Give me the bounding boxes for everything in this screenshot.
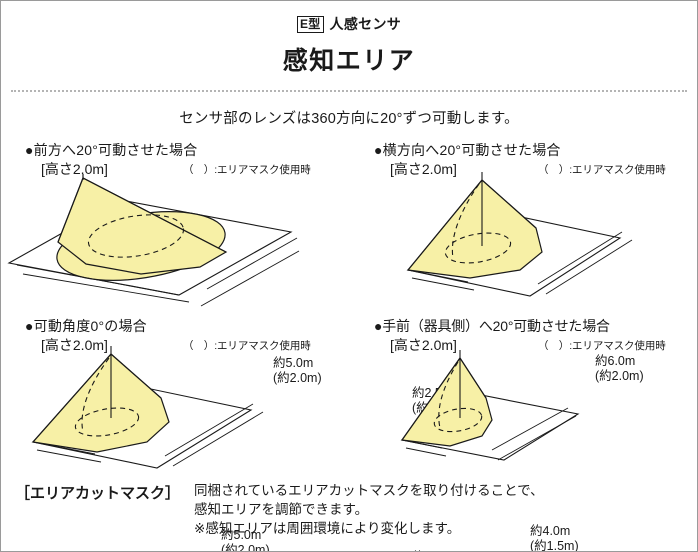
dimension-tick-width [401, 439, 443, 449]
dimension-line-width [405, 447, 447, 457]
header-kicker: E型 人感センサ [1, 14, 697, 34]
masked-area-outline [433, 407, 483, 433]
masked-cone-edge [81, 357, 110, 433]
dimension-tick-width [16, 264, 180, 296]
detection-cone-body [406, 179, 543, 279]
dimension-depth-label: 約5.0m (約2.0m) [221, 528, 270, 552]
dimension-line-width [36, 449, 102, 463]
dimension-depth-label: 約5.0m (約2.0m) [273, 356, 322, 386]
dimension-depth-label: 約6.0m (約2.0m) [595, 354, 644, 384]
area-cut-mask-line-1: 同梱されているエリアカットマスクを取り付けることで、 [194, 483, 544, 498]
panel-title: ●手前（器具側）へ20°可動させた場合 [374, 318, 610, 334]
masked-area-outline [87, 214, 185, 258]
panel-title: ●前方へ20°可動させた場合 [25, 142, 198, 158]
detection-cone-diagram-side-20 [406, 172, 633, 297]
dimension-depth-masked-value: (約1.5m) [530, 539, 579, 552]
cone-edge-left [407, 179, 483, 271]
masked-area-outline [74, 407, 140, 437]
detection-cone-body [400, 356, 493, 447]
area-cut-mask-note: ［エリアカットマスク］ 同梱されているエリアカットマスクを取り付けることで、 感… [1, 481, 697, 538]
panel-title: ●横方向へ20°可動させた場合 [374, 142, 561, 158]
dimension-depth-value: 約5.0m [273, 356, 314, 370]
dimension-line-depth [497, 415, 577, 461]
area-cut-mask-line-2: 感知エリアを調節できます。 [194, 502, 369, 517]
dimension-tick-width [407, 269, 469, 283]
panel-height-label: [高さ2.0m] [41, 337, 108, 353]
detection-area-panels: ●前方へ20°可動させた場合 [高さ2.0m] （ ）:エリアマスク使用時 [1, 140, 697, 551]
page-header: E型 人感センサ 感知エリア [1, 1, 697, 77]
masked-cone-edge [451, 183, 480, 259]
dimension-depth-value: 約5.0m [221, 528, 262, 542]
detection-cone-diagram-near-20 [400, 350, 580, 461]
cone-edge-left [57, 177, 84, 243]
panel-mask-note: （ ）:エリアマスク使用時 [538, 340, 666, 352]
detection-cone-diagram-front-20 [7, 174, 300, 307]
sensor-type-label: 人感センサ [329, 16, 402, 32]
area-cut-mask-description: 同梱されているエリアカットマスクを取り付けることで、 感知エリアを調節できます。… [194, 481, 544, 538]
dimension-line-depth [200, 250, 300, 307]
dimension-depth-value: 約4.0m [530, 524, 571, 538]
dimension-depth-label: 約4.0m (約1.5m) [530, 524, 579, 552]
panel-title: ●可動角度0°の場合 [25, 318, 147, 334]
page-subtitle: センサ部のレンズは360方向に20°ずつ可動します。 [179, 111, 519, 127]
cone-edge-left [32, 353, 112, 443]
dimension-depth-value: 約6.0m [595, 354, 636, 368]
panel-angle-0: ●可動角度0°の場合 [高さ2.0m] （ ）:エリアマスク使用時 約5.0m … [1, 316, 350, 551]
model-type-badge: E型 [296, 15, 324, 33]
cone-edge-right [459, 357, 487, 399]
dimension-line-depth [545, 239, 633, 295]
panel-height-label: [高さ2.0m] [41, 161, 108, 177]
dimension-tick-depth [537, 231, 623, 285]
dimension-depth-masked-value: (約2.0m) [221, 543, 270, 552]
dimension-tick-depth [164, 403, 254, 457]
cone-edge-left [401, 357, 461, 441]
panel-near-20: ●手前（器具側）へ20°可動させた場合 [高さ2.0m] （ ）:エリアマスク使… [350, 316, 697, 551]
panel-height-label: [高さ2.0m] [390, 161, 457, 177]
dimension-line-width [411, 277, 475, 291]
dimension-width-value: 約1.0m [412, 550, 461, 551]
dimension-line-depth [172, 411, 264, 467]
dimension-tick-depth [491, 407, 569, 451]
panel-side-20: ●横方向へ20°可動させた場合 [高さ2.0m] （ ）:エリアマスク使用時 [350, 140, 697, 415]
panel-mask-note: （ ）:エリアマスク使用時 [538, 164, 666, 176]
panel-mask-note: （ ）:エリアマスク使用時 [183, 340, 311, 352]
dimension-width-label: 約1.0m (約0.5m) [412, 550, 461, 551]
dimension-line-width [22, 273, 190, 303]
cone-edge-right [110, 353, 162, 399]
panel-front-20: ●前方へ20°可動させた場合 [高さ2.0m] （ ）:エリアマスク使用時 [1, 140, 350, 407]
masked-cone-edge [438, 361, 459, 429]
panel-mask-note: （ ）:エリアマスク使用時 [183, 164, 311, 176]
cone-edge-right [481, 179, 537, 229]
dimension-depth-masked-value: (約2.0m) [595, 369, 644, 383]
area-cut-mask-line-3: ※感知エリアは周囲環境により変化します。 [194, 521, 461, 536]
masked-area-outline [444, 232, 512, 264]
page-title: 感知エリア [282, 47, 416, 75]
dimension-depth-masked-value: (約2.0m) [273, 371, 322, 385]
dimension-tick-width [32, 441, 96, 455]
panel-height-label: [高さ2.0m] [390, 337, 457, 353]
dimension-tick-depth [206, 237, 298, 290]
cone-edge-right [82, 177, 227, 253]
area-cut-mask-label: ［エリアカットマスク］ [15, 485, 181, 502]
detection-cone-diagram-angle-0 [31, 346, 264, 469]
header-divider [11, 90, 687, 92]
